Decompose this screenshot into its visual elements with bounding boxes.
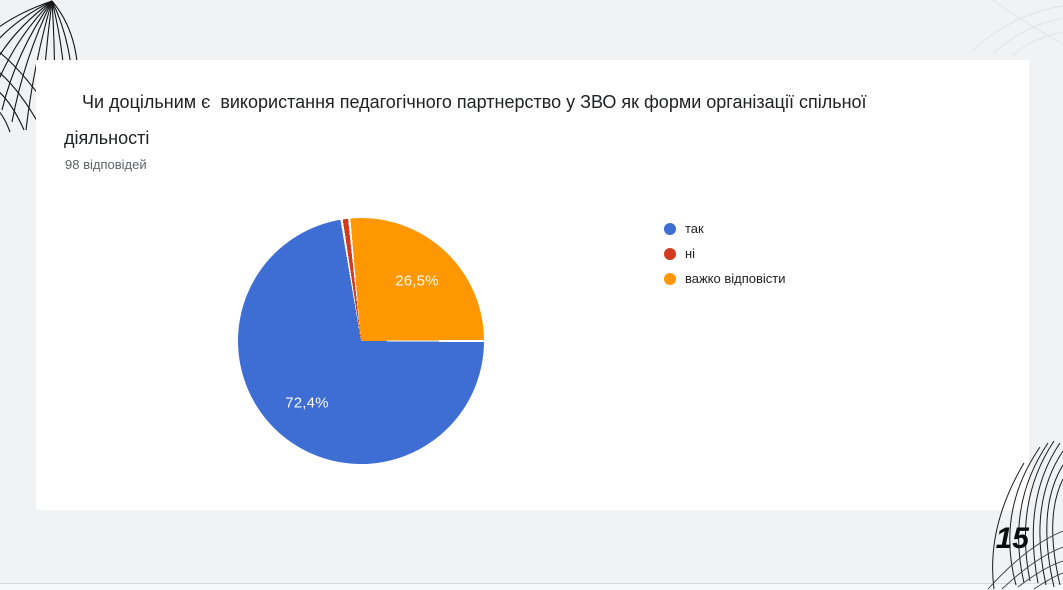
bottom-edge-strip [0, 583, 1063, 590]
slide-card: Чи доцільним є використання педагогічног… [36, 60, 1029, 510]
responses-count: 98 відповідей [65, 157, 147, 172]
pie-slice-label-tak: 72,4% [285, 394, 329, 412]
legend-item: ні [664, 241, 786, 266]
legend-label: важко відповісти [685, 271, 786, 286]
legend-label: ні [685, 246, 696, 261]
page-number: 15 [995, 522, 1029, 555]
legend-color-dot-icon [664, 247, 676, 260]
pie-chart: 72,4% 26,5% [238, 218, 484, 464]
faint-line-art-icon [972, 0, 1063, 55]
pie-slice-label-vazhko: 26,5% [395, 272, 439, 290]
legend-color-dot-icon [664, 222, 676, 235]
chart-title: Чи доцільним є використання педагогічног… [64, 92, 872, 148]
legend-item: важко відповісти [664, 266, 786, 291]
legend-item: так [664, 216, 786, 241]
legend-label: так [685, 221, 704, 236]
legend-color-dot-icon [664, 272, 676, 285]
chart-legend: так ні важко відповісти [664, 216, 786, 291]
